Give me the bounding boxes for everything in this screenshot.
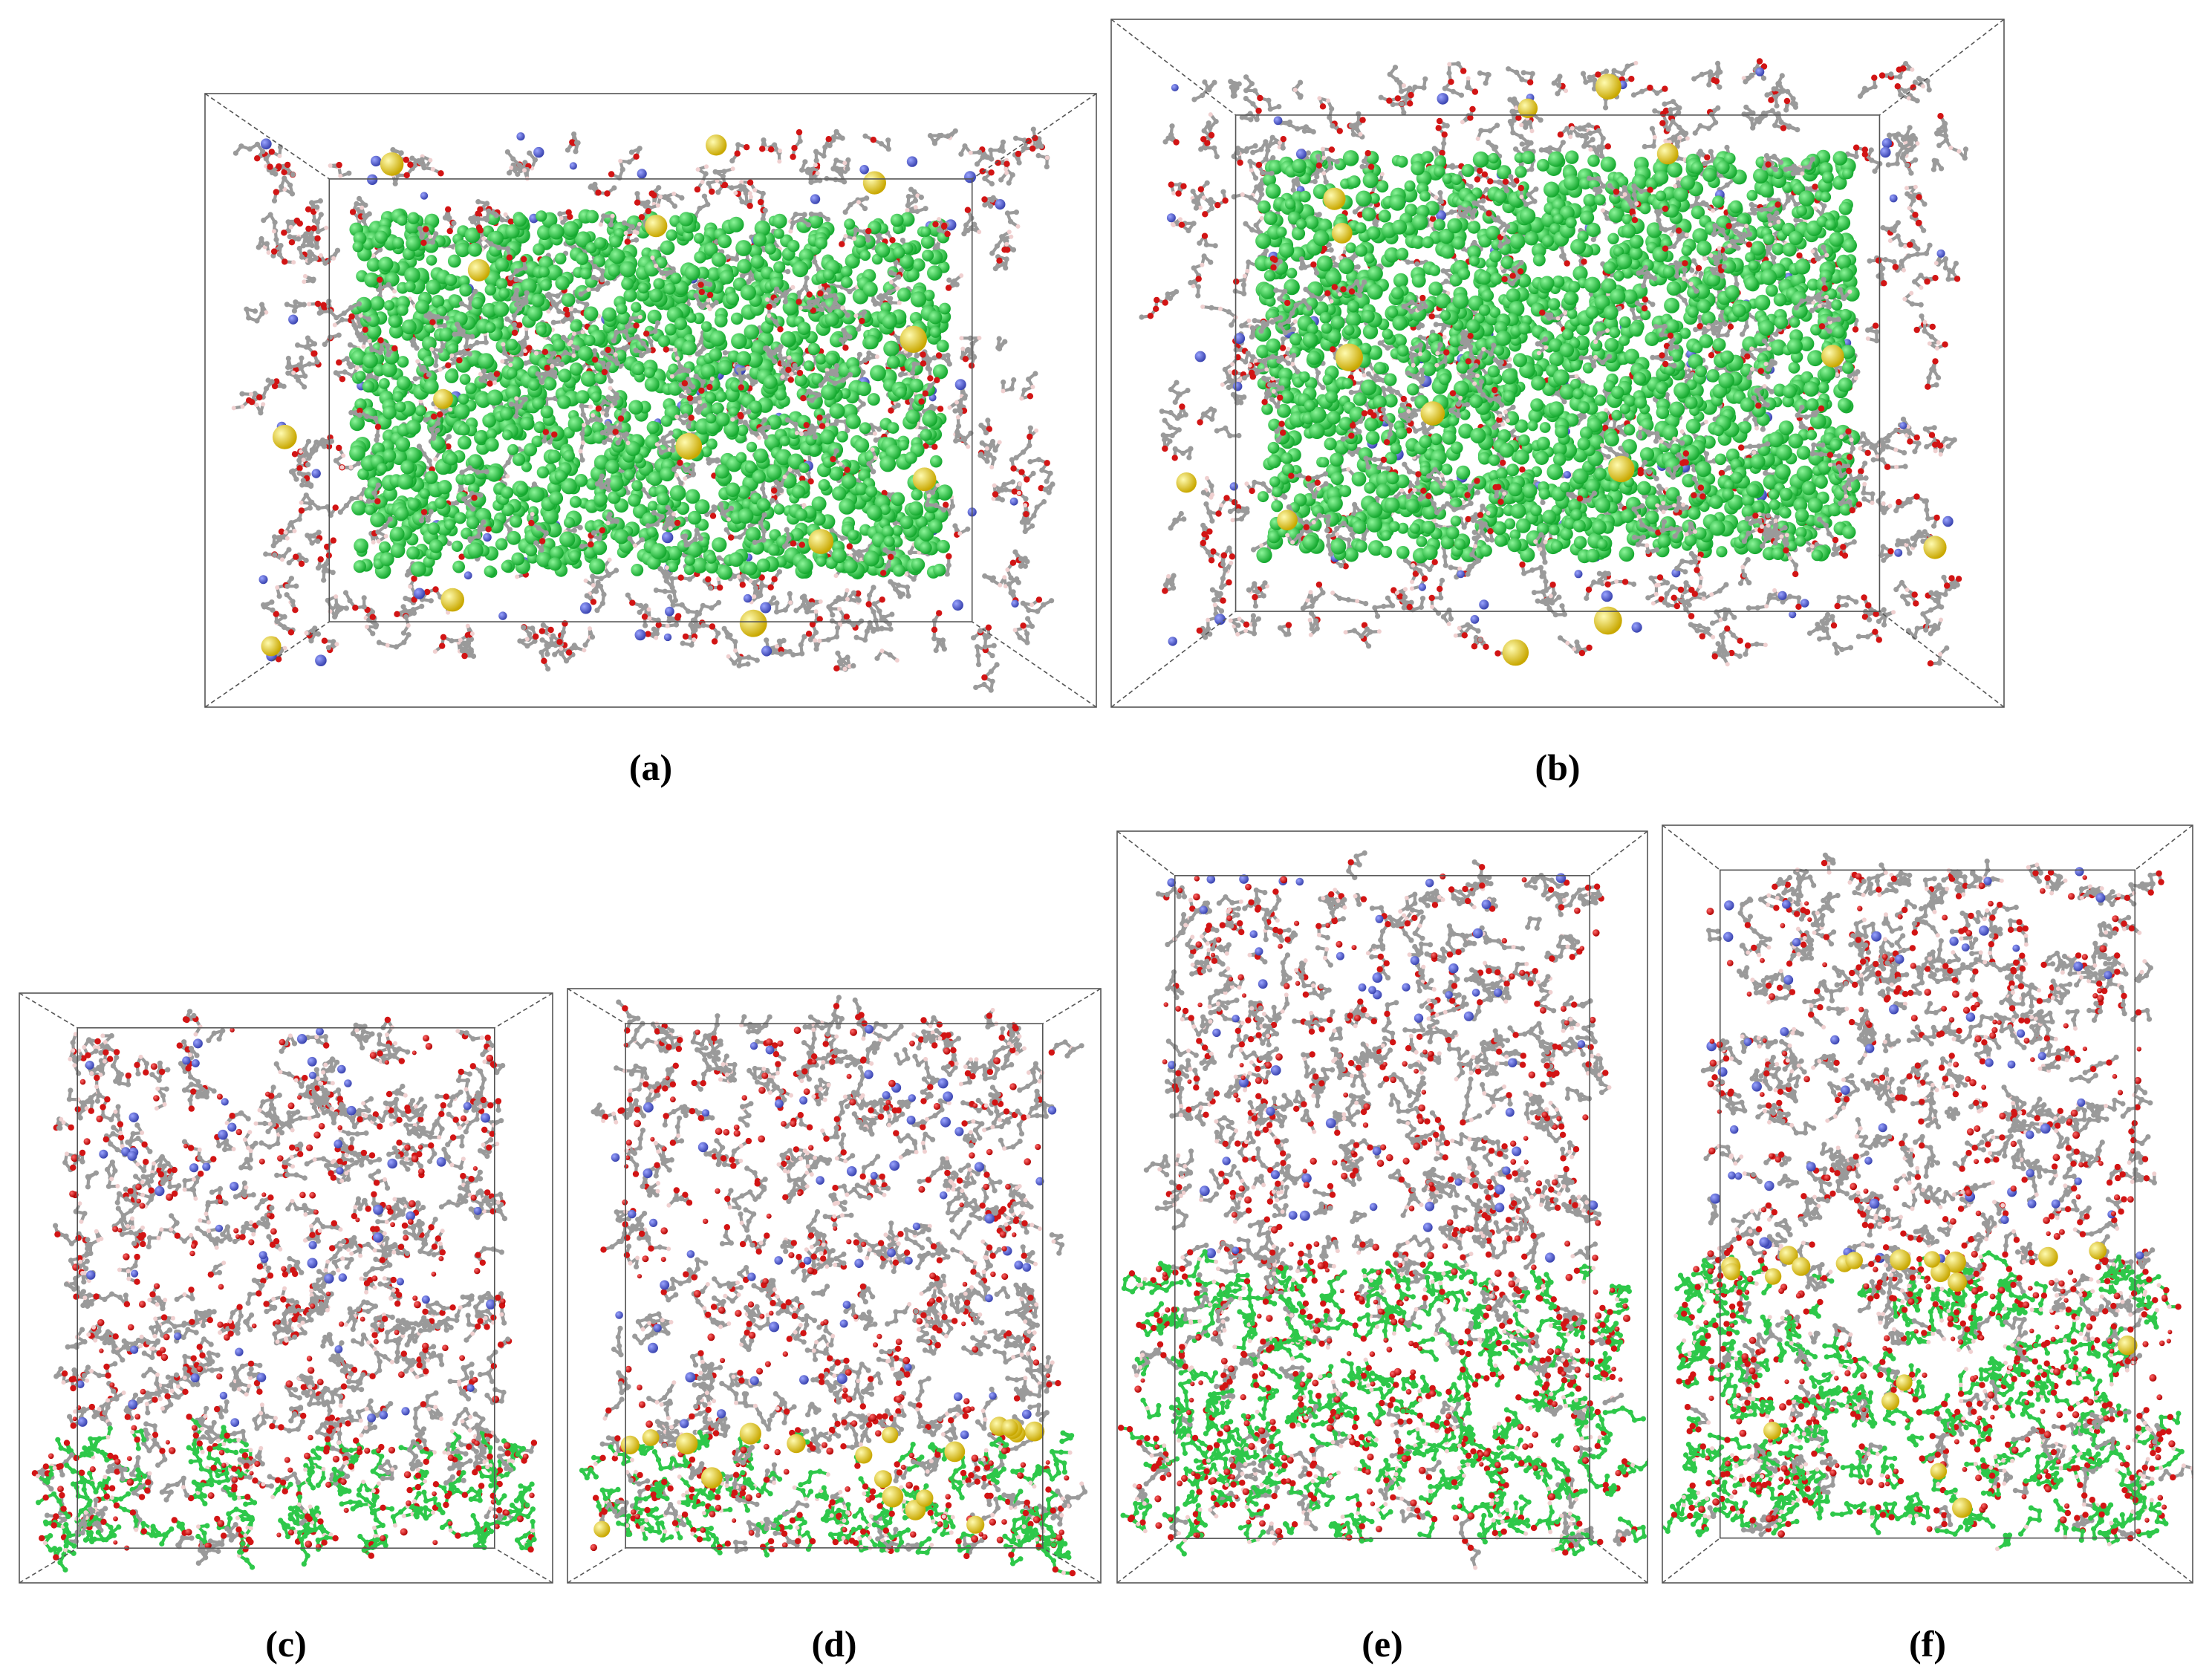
molecules-a — [231, 126, 1055, 693]
panel-e-molecular-render — [1116, 830, 1648, 1584]
panel-f-molecular-render — [1662, 824, 2193, 1584]
simulation-box-outline — [567, 988, 1102, 1584]
panel-d-simulation-box — [567, 988, 1102, 1584]
panel-a-molecular-render — [204, 93, 1097, 708]
caption-f: (f) — [1868, 1625, 1987, 1662]
panel-e-simulation-box — [1116, 830, 1648, 1584]
simulation-box-outline — [19, 992, 553, 1584]
simulation-box-outline — [204, 93, 1097, 708]
panel-c-molecular-render — [19, 992, 553, 1584]
panel-b-simulation-box — [1110, 19, 2005, 708]
caption-b: (b) — [1498, 749, 1617, 786]
caption-a: (a) — [591, 749, 710, 786]
molecules-c — [31, 1009, 538, 1573]
simulation-box-outline — [1110, 19, 2005, 708]
caption-c: (c) — [227, 1625, 345, 1662]
caption-e: (e) — [1323, 1625, 1442, 1662]
panel-d-molecular-render — [567, 988, 1102, 1584]
panel-b-molecular-render — [1110, 19, 2005, 708]
molecules-b — [1139, 58, 1969, 667]
simulation-box-outline — [1662, 824, 2193, 1584]
molecules-d — [579, 995, 1088, 1577]
molecules-f — [1662, 852, 2193, 1552]
simulation-box-outline — [1116, 830, 1648, 1584]
panel-a-simulation-box — [204, 93, 1097, 708]
panel-f-simulation-box — [1662, 824, 2193, 1584]
panel-c-simulation-box — [19, 992, 553, 1584]
caption-d: (d) — [775, 1625, 894, 1662]
molecules-e — [1117, 850, 1648, 1570]
